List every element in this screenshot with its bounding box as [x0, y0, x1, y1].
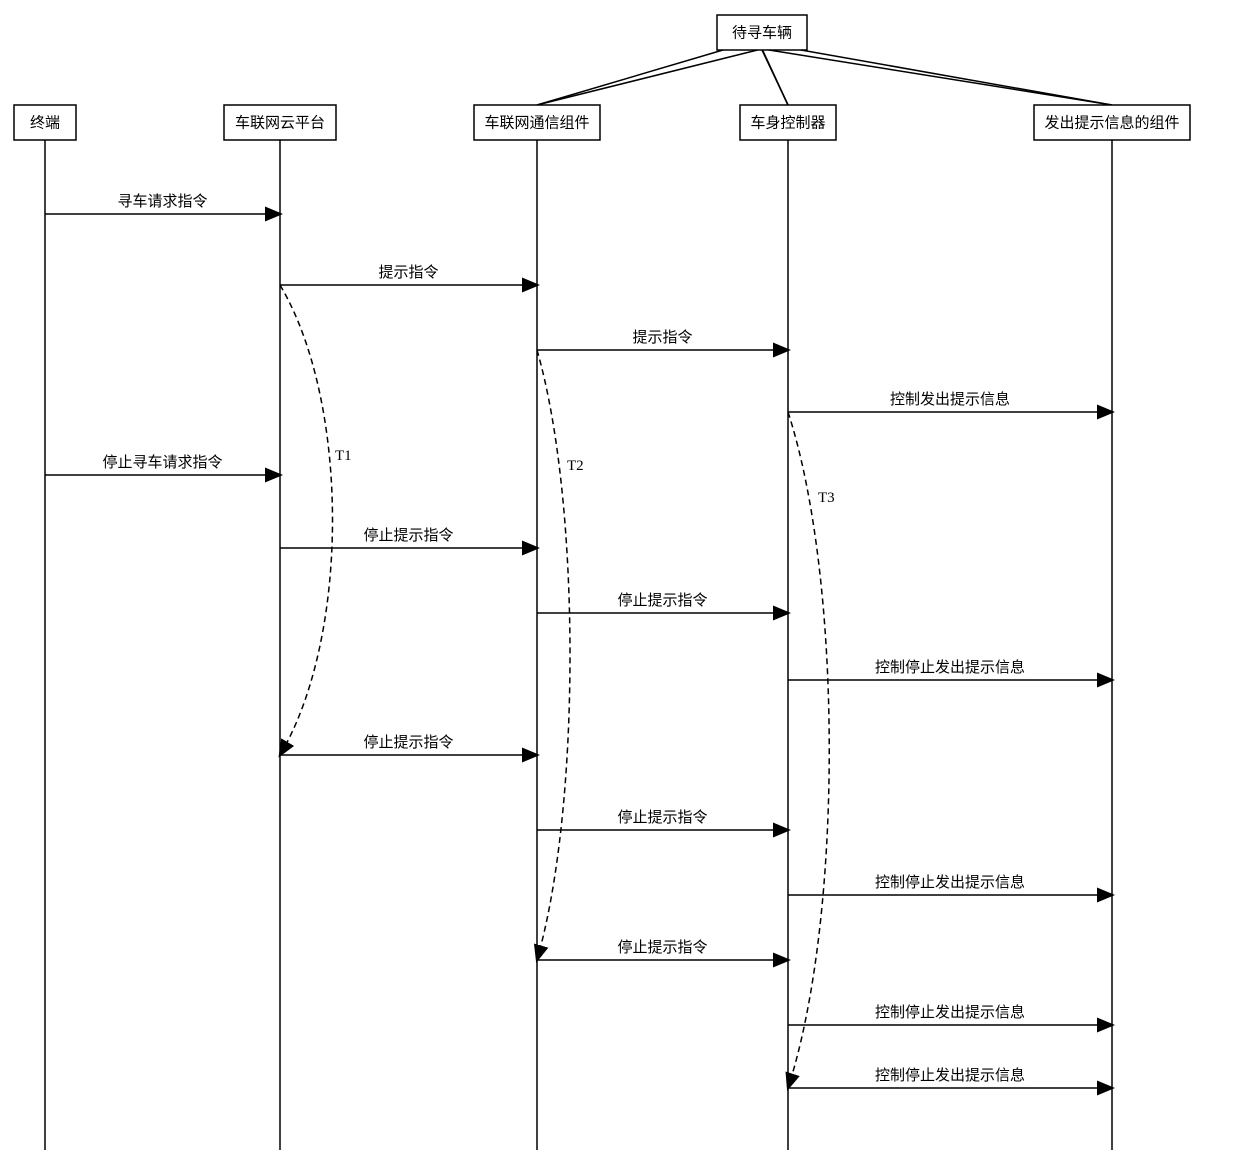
- message-label: 控制停止发出提示信息: [875, 659, 1025, 676]
- timer-arc: [537, 350, 570, 960]
- message-label: 寻车请求指令: [117, 193, 207, 210]
- message-label: 提示指令: [632, 329, 692, 346]
- message-label: 停止提示指令: [363, 527, 453, 544]
- participant-label: 车身控制器: [750, 115, 825, 132]
- group-label: 待寻车辆: [732, 25, 792, 42]
- message-label: 控制停止发出提示信息: [875, 1067, 1025, 1084]
- message-label: 停止寻车请求指令: [102, 454, 222, 471]
- message-label: 控制停止发出提示信息: [875, 874, 1025, 891]
- group-connector: [537, 50, 758, 105]
- sequence-diagram: 待寻车辆终端 车联网云平台 车联网通信组件 车身控制器 发出提示信息的组件寻车请求指令提…: [0, 0, 1240, 1172]
- participant-label: 发出提示信息的组件: [1044, 115, 1179, 132]
- message-label: 停止提示指令: [617, 592, 707, 609]
- timer-label: T1: [335, 448, 352, 464]
- timer-label: T3: [818, 490, 835, 506]
- message-label: 停止提示指令: [363, 734, 453, 751]
- message-label: 提示指令: [378, 264, 438, 281]
- participant-label: 车联网云平台: [235, 115, 325, 132]
- group-connector: [769, 50, 1112, 105]
- participant-label: 终端: [30, 115, 60, 132]
- timer-label: T2: [567, 458, 584, 474]
- message-label: 停止提示指令: [617, 809, 707, 826]
- message-label: 停止提示指令: [617, 939, 707, 956]
- timer-arc: [788, 412, 829, 1088]
- message-label: 控制停止发出提示信息: [875, 1004, 1025, 1021]
- message-label: 控制发出提示信息: [890, 391, 1010, 408]
- timer-arc: [280, 285, 333, 755]
- participant-label: 车联网通信组件: [484, 115, 589, 132]
